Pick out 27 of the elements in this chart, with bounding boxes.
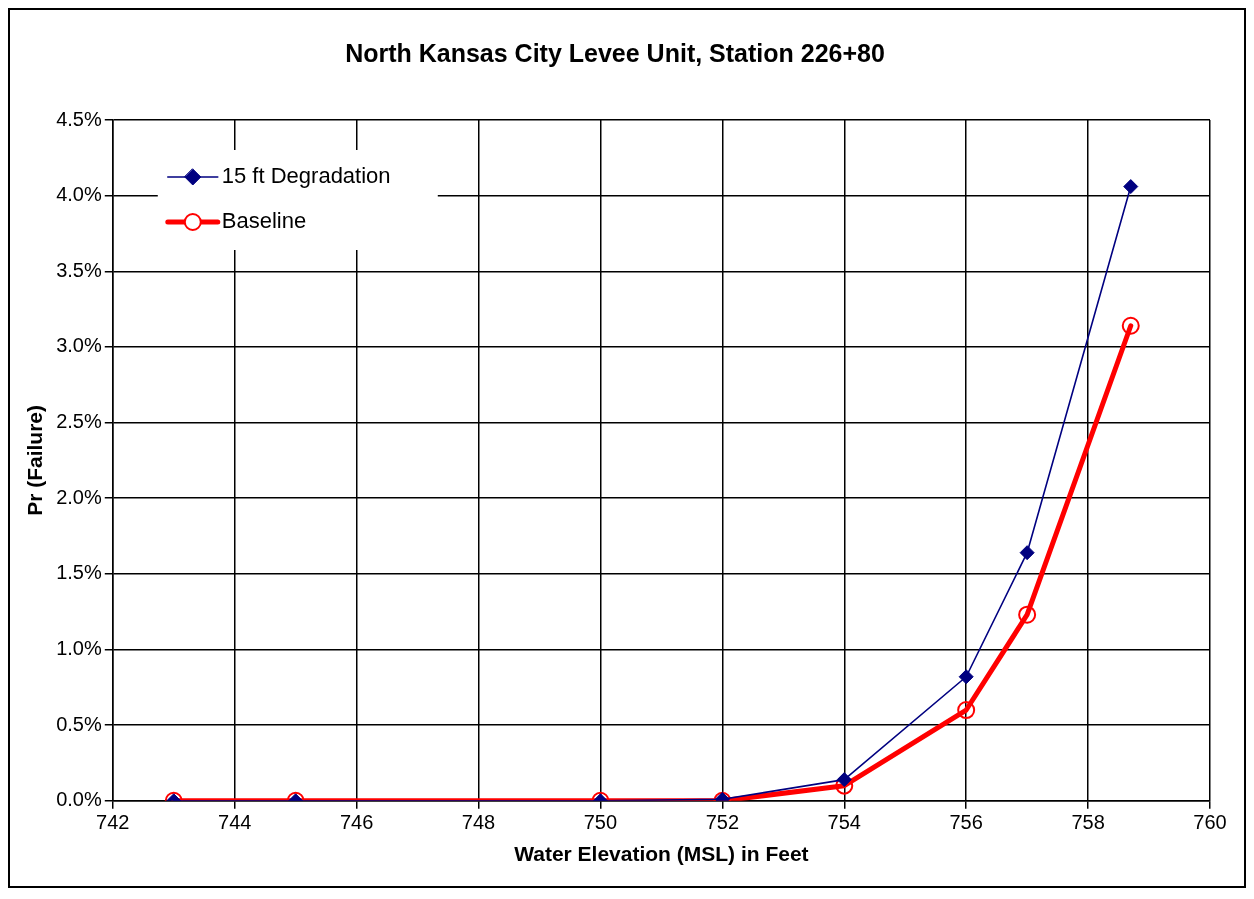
x-axis-title: Water Elevation (MSL) in Feet (514, 842, 809, 866)
x-tick-label: 748 (461, 811, 496, 834)
y-tick-label: 0.5% (56, 712, 102, 735)
x-tick-label: 754 (827, 811, 861, 834)
y-axis-title: Pr (Failure) (23, 404, 47, 516)
legend-label: Baseline (221, 208, 307, 234)
y-tick-label: 4.0% (56, 183, 102, 206)
y-tick-label: 1.5% (56, 561, 102, 584)
y-tick-label: 1.0% (56, 637, 102, 660)
point (1123, 179, 1139, 195)
x-tick-label: 758 (1071, 811, 1105, 834)
x-tick-label: 750 (583, 811, 618, 834)
x-tick-label: 752 (705, 811, 740, 834)
x-tick-label: 760 (1193, 811, 1227, 834)
y-tick-label: 3.0% (56, 334, 102, 357)
y-tick-label: 4.5% (56, 107, 102, 130)
legend-label: 15 ft Degradation (221, 163, 391, 189)
x-tick-label: 756 (949, 811, 983, 834)
point (1121, 316, 1140, 335)
y-tick-label: 2.5% (56, 410, 102, 433)
y-tick-label: 3.5% (56, 258, 102, 281)
y-tick-label: 0.0% (56, 788, 102, 811)
chart-title: North Kansas City Levee Unit, Station 226+80 (345, 38, 885, 67)
x-tick-label: 746 (339, 811, 374, 834)
x-tick-label: 742 (96, 811, 130, 834)
y-tick-label: 2.0% (56, 485, 102, 508)
x-tick-label: 744 (218, 811, 252, 834)
